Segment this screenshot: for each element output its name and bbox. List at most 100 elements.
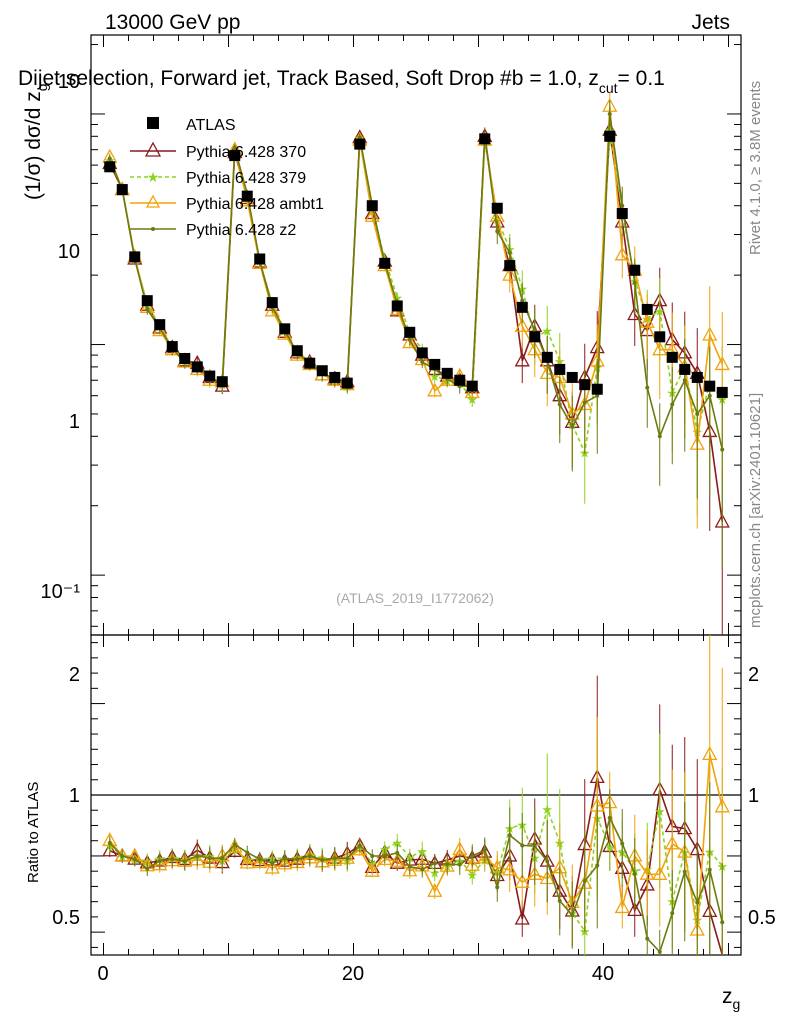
data-point-ambt1 xyxy=(502,266,518,281)
data-point-ambt1 xyxy=(639,313,655,328)
data-point-ambt1 xyxy=(714,356,730,371)
ratio-point-ambt1 xyxy=(239,854,255,869)
data-point-atlas xyxy=(541,351,553,363)
ratio-point-z2 xyxy=(582,878,587,883)
data-point-z2 xyxy=(632,280,637,285)
ratio-point-z2 xyxy=(320,857,325,862)
ratio-tick-right-1: 1 xyxy=(748,785,759,807)
data-point-ambt1 xyxy=(402,334,418,349)
ratio-point-ambt1 xyxy=(277,855,293,870)
ratio-point-z2 xyxy=(420,867,425,872)
data-point-atlas xyxy=(304,357,316,369)
data-point-z2 xyxy=(232,146,237,151)
data-point-379: ★ xyxy=(429,369,441,384)
legend-label-atlas: ATLAS xyxy=(186,117,236,134)
data-point-z2 xyxy=(570,424,575,429)
ratio-point-z2 xyxy=(307,853,312,858)
data-point-atlas xyxy=(204,370,216,382)
data-point-z2 xyxy=(607,111,612,116)
data-point-z2 xyxy=(407,337,412,342)
data-point-atlas xyxy=(441,367,453,379)
data-point-z2 xyxy=(107,156,112,161)
data-point-ambt1 xyxy=(264,302,280,317)
ratio-point-z2 xyxy=(645,936,650,941)
y-tick-10: 10 xyxy=(58,241,80,263)
ratio-point-z2 xyxy=(332,856,337,861)
data-point-ambt1 xyxy=(614,246,630,261)
data-point-atlas xyxy=(666,351,678,363)
data-point-z2 xyxy=(557,402,562,407)
data-point-atlas xyxy=(216,376,228,388)
ratio-point-z2 xyxy=(557,898,562,903)
data-point-atlas xyxy=(579,379,591,391)
ratio-line-ambt1 xyxy=(109,754,724,931)
data-point-atlas xyxy=(129,251,141,263)
data-point-atlas xyxy=(379,257,391,269)
ratio-point-ambt1 xyxy=(264,859,280,874)
ratio-point-ambt1 xyxy=(364,862,380,877)
ratio-point-ambt1 xyxy=(702,746,718,761)
ratio-point-379: ★ xyxy=(604,839,616,854)
data-point-atlas xyxy=(479,133,491,145)
legend-label-z2: Pythia 6.428 z2 xyxy=(186,222,296,239)
data-point-z2 xyxy=(682,378,687,383)
data-point-z2 xyxy=(520,298,525,303)
ratio-point-z2 xyxy=(345,856,350,861)
ratio-point-z2 xyxy=(657,949,662,954)
ratio-tick-1: 1 xyxy=(69,785,80,807)
ratio-point-z2 xyxy=(295,857,300,862)
data-point-atlas xyxy=(554,363,566,375)
ratio-point-z2 xyxy=(482,848,487,853)
ratio-point-z2 xyxy=(145,866,150,871)
data-point-atlas xyxy=(466,380,478,392)
data-point-ambt1 xyxy=(702,326,718,341)
data-point-370 xyxy=(514,352,530,367)
data-point-atlas xyxy=(341,377,353,389)
data-point-atlas xyxy=(166,341,178,353)
x-tick-40: 40 xyxy=(592,963,614,985)
ratio-point-z2 xyxy=(507,833,512,838)
data-point-atlas xyxy=(366,200,378,212)
ratio-point-379: ★ xyxy=(416,844,428,859)
data-point-z2 xyxy=(357,135,362,140)
ratio-point-ambt1 xyxy=(402,862,418,877)
ratio-y-axis-label: Ratio to ATLAS xyxy=(25,782,42,883)
ratio-point-370 xyxy=(102,842,118,857)
ratio-point-ambt1 xyxy=(514,873,530,888)
legend-label-ambt1: Pythia 6.428 ambt1 xyxy=(186,196,324,213)
ratio-point-379: ★ xyxy=(404,850,416,865)
ratio-point-z2 xyxy=(595,863,600,868)
data-point-atlas xyxy=(391,300,403,312)
data-point-ambt1 xyxy=(364,207,380,222)
data-point-atlas xyxy=(504,260,516,272)
ratio-point-z2 xyxy=(282,856,287,861)
data-point-atlas xyxy=(691,371,703,383)
plot-subtitle-sub: cut xyxy=(599,80,618,96)
ratio-point-ambt1 xyxy=(714,798,730,813)
ratio-point-z2 xyxy=(157,858,162,863)
ratio-point-z2 xyxy=(695,900,700,905)
data-point-atlas xyxy=(566,371,578,383)
ratio-point-ambt1 xyxy=(502,861,518,876)
ratio-point-379: ★ xyxy=(654,804,666,819)
x-axis-label-sub: g xyxy=(733,996,741,1012)
ratio-point-z2 xyxy=(432,861,437,866)
ratio-point-379: ★ xyxy=(541,802,553,817)
ratio-point-z2 xyxy=(407,864,412,869)
data-point-z2 xyxy=(645,385,650,390)
analysis-label: (ATLAS_2019_I1772062) xyxy=(336,590,494,606)
legend-label-370: Pythia 6.428 370 xyxy=(186,144,306,161)
data-point-379: ★ xyxy=(654,304,666,319)
data-point-atlas xyxy=(241,190,253,202)
data-point-379: ★ xyxy=(391,290,403,305)
ratio-point-ambt1 xyxy=(639,865,655,880)
plot-subtitle-tail: = 1.0, z xyxy=(529,67,598,90)
ratio-point-z2 xyxy=(182,859,187,864)
rivet-version-label: Rivet 4.1.0, ≥ 3.8M events xyxy=(747,81,764,255)
ratio-point-z2 xyxy=(357,843,362,848)
ratio-point-z2 xyxy=(707,867,712,872)
data-point-atlas xyxy=(154,319,166,331)
data-point-atlas xyxy=(429,358,441,370)
series-line-370 xyxy=(109,130,724,523)
